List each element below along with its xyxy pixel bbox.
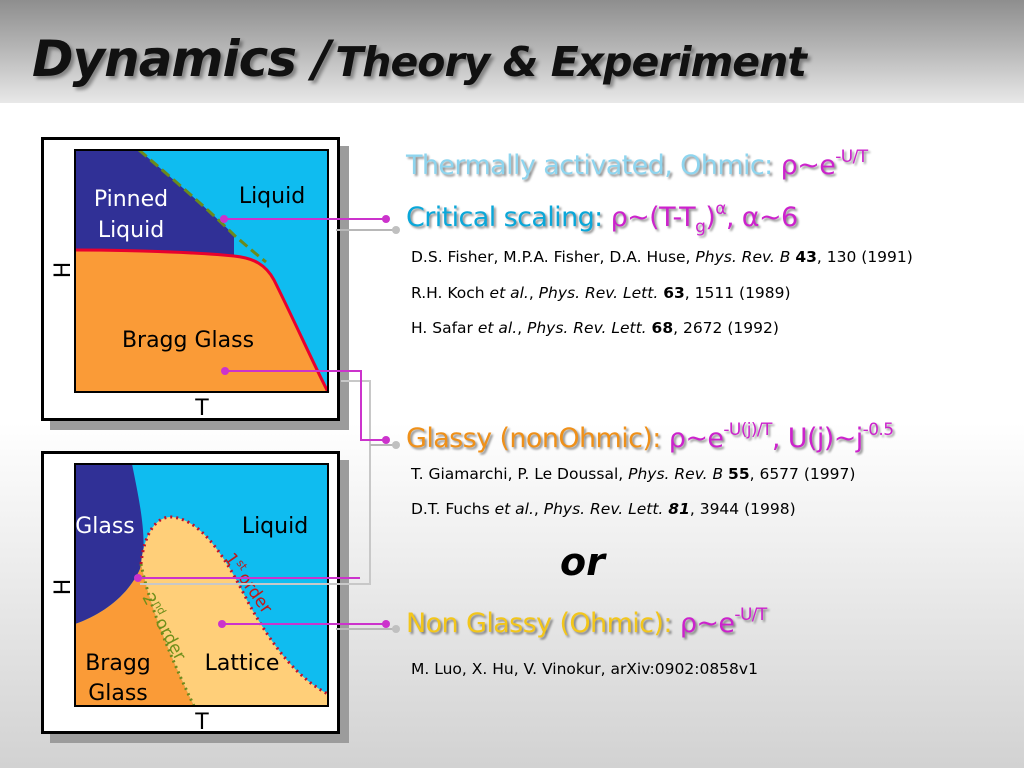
phase-diagram-top: Pinned Liquid Liquid Bragg Glass T H xyxy=(41,137,340,421)
connector-dot xyxy=(221,367,229,375)
critical-formula-sub: g xyxy=(695,217,706,237)
label-bragg-glass: Glass xyxy=(88,681,148,706)
reference-fisher: D.S. Fisher, M.P.A. Fisher, D.A. Huse, P… xyxy=(411,248,913,266)
critical-formula-pre: ρ~(T-T xyxy=(610,202,696,233)
ref-journal: Phys. Rev. Lett. xyxy=(526,319,647,337)
first-order-line xyxy=(139,515,329,696)
ref-volume: 43 xyxy=(795,248,817,266)
ref-journal: Phys. Rev. Lett. xyxy=(543,500,664,518)
transition-line xyxy=(74,248,330,393)
ref-rest: , 130 (1991) xyxy=(816,248,913,266)
label-pinned-liquid: Liquid xyxy=(98,218,164,243)
ref-journal: Phys. Rev. B xyxy=(628,465,724,483)
ref-etal: et al. xyxy=(489,284,529,302)
thermal-exponent: -U/T xyxy=(835,147,868,167)
ref-volume: 81 xyxy=(668,500,690,518)
critical-formula-mid: ) xyxy=(705,202,716,233)
ref-rest: , 2672 (1992) xyxy=(673,319,779,337)
axis-label-h: H xyxy=(51,579,76,596)
phase-diagram-top-plot: Pinned Liquid Liquid Bragg Glass T H xyxy=(51,148,330,421)
label-glass: Glass xyxy=(75,514,135,539)
bullet-dot xyxy=(392,625,400,633)
label-pinned: Pinned xyxy=(94,187,168,212)
label-liquid: Liquid xyxy=(242,514,308,539)
thermal-formula: ρ~e xyxy=(780,150,836,181)
critical-formula-post: , α~6 xyxy=(725,202,798,233)
nonglassy-label: Non Glassy (Ohmic): xyxy=(406,608,680,639)
ref-volume: 68 xyxy=(651,319,674,337)
label-lattice: Lattice xyxy=(205,651,280,676)
connector-dot xyxy=(382,620,390,628)
glassy-label: Glassy (nonOhmic): xyxy=(406,423,669,454)
nonglassy-formula: ρ~e xyxy=(679,608,735,639)
page-title: Dynamics / Theory & Experiment xyxy=(32,30,807,88)
ref-authors: T. Giamarchi, P. Le Doussal, xyxy=(411,465,629,483)
glass-region xyxy=(75,464,144,624)
ref-etal: et al. xyxy=(477,319,518,337)
crossover-line xyxy=(138,148,267,264)
connector-shadow xyxy=(140,380,371,585)
title-sub: Theory & Experiment xyxy=(335,38,807,86)
ref-volume: 55 xyxy=(728,465,750,483)
label-bragg-glass: Bragg Glass xyxy=(122,328,254,353)
nonglassy-exponent: -U/T xyxy=(734,605,767,625)
connector-dot xyxy=(220,215,228,223)
glassy-item: Glassy (nonOhmic): ρ~e-U(j)/T, U(j)~j-0.… xyxy=(406,420,894,455)
connector-dot xyxy=(382,436,390,444)
ref-authors: D.T. Fuchs xyxy=(411,500,495,518)
critical-formula-exp: α xyxy=(715,199,726,219)
critical-label: Critical scaling: xyxy=(406,202,611,233)
ref-volume: 63 xyxy=(663,284,685,302)
second-order-line xyxy=(139,563,196,707)
non-glassy-item: Non Glassy (Ohmic): ρ~e-U/T xyxy=(406,605,767,640)
label-liquid: Liquid xyxy=(239,184,305,209)
connector-dot xyxy=(218,620,226,628)
ref-rest: , 3944 (1998) xyxy=(689,500,796,518)
reference-giamarchi: T. Giamarchi, P. Le Doussal, Phys. Rev. … xyxy=(411,465,855,483)
connector-dot xyxy=(134,574,142,582)
glassy-exp1: -U(j)/T xyxy=(723,420,772,440)
lattice-region xyxy=(141,516,328,706)
second-order-sup: nd xyxy=(151,599,169,617)
axis-label-h: H xyxy=(51,262,76,279)
ref-journal: Phys. Rev. Lett. xyxy=(538,284,659,302)
title-main: Dynamics / xyxy=(32,30,331,88)
label-bragg: Bragg xyxy=(85,651,151,676)
ref-journal: Phys. Rev. B xyxy=(695,248,791,266)
title-bar xyxy=(0,0,1024,103)
connector-glassy xyxy=(225,370,386,441)
ref-rest: , 1511 (1989) xyxy=(684,284,791,302)
bragg-glass-region xyxy=(75,250,328,392)
reference-luo: M. Luo, X. Hu, V. Vinokur, arXiv:0902:08… xyxy=(411,660,758,678)
reference-safar: H. Safar et al., Phys. Rev. Lett. 68, 26… xyxy=(411,319,779,337)
reference-koch: R.H. Koch et al., Phys. Rev. Lett. 63, 1… xyxy=(411,284,791,302)
axis-label-t: T xyxy=(194,710,209,735)
critical-scaling-item: Critical scaling: ρ~(T-Tg)α, α~6 xyxy=(406,199,798,236)
plot-border xyxy=(74,149,329,393)
ref-etal: et al. xyxy=(494,500,534,518)
thermal-activated-item: Thermally activated, Ohmic: ρ~e-U/T xyxy=(406,147,868,182)
ref-authors: R.H. Koch xyxy=(411,284,490,302)
ref-authors: D.S. Fisher, M.P.A. Fisher, D.A. Huse, xyxy=(411,248,696,266)
ref-rest: , 6577 (1997) xyxy=(749,465,856,483)
axis-label-t: T xyxy=(194,396,209,421)
pinned-liquid-region xyxy=(75,150,234,256)
glassy-formula-mid: , U(j)~j xyxy=(771,423,863,454)
reference-fuchs: D.T. Fuchs et al., Phys. Rev. Lett. 81, … xyxy=(411,500,796,518)
bullet-dot xyxy=(392,441,400,449)
connector-dot xyxy=(382,215,390,223)
bullet-dot xyxy=(392,226,400,234)
thermal-label: Thermally activated, Ohmic: xyxy=(406,150,781,181)
glassy-formula-pre: ρ~e xyxy=(668,423,724,454)
ref-authors: H. Safar xyxy=(411,319,478,337)
bragg-glass-region xyxy=(75,564,194,706)
glassy-exp2: -0.5 xyxy=(862,420,894,440)
or-word: or xyxy=(560,540,605,584)
